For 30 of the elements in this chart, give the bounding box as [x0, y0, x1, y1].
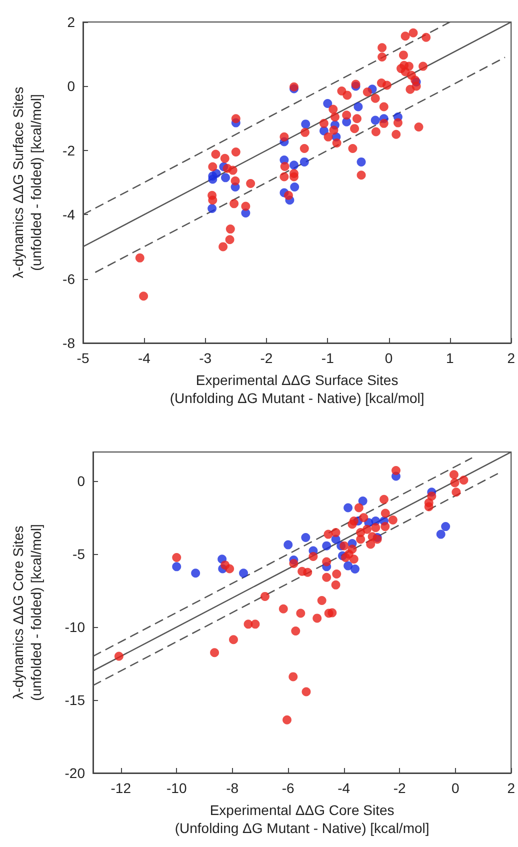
x-tick-label: -12	[110, 780, 132, 796]
y-tick-label: -4	[62, 206, 76, 223]
x-tick-label: -1	[321, 350, 334, 366]
y-tick-label: 0	[67, 78, 76, 94]
y-tick-label: -5	[72, 546, 86, 562]
x-tick-label: -10	[166, 780, 187, 796]
y-tick-label: -2	[62, 142, 76, 158]
y-tick-label: -20	[64, 765, 86, 781]
x-tick-label: -6	[282, 780, 295, 796]
x-tick-label: -8	[226, 780, 239, 796]
x-tick-label: 1	[446, 350, 454, 366]
y-axis-title: λ-dynamics ΔΔG Surface Sites (unfolded - folded) [kcal/mol]	[10, 86, 44, 278]
y-tick-label: 0	[77, 473, 86, 490]
x-tick-label: 2	[507, 780, 516, 796]
x-tick-label: -2	[393, 780, 406, 796]
x-tick-label: 0	[451, 780, 460, 796]
x-tick-label: 2	[507, 350, 516, 366]
y-tick-label: 2	[67, 14, 76, 30]
x-tick-label: -4	[138, 350, 151, 366]
x-tick-label: -2	[260, 350, 273, 366]
y-tick-label: -8	[62, 335, 76, 351]
x-tick-label: -3	[199, 350, 212, 366]
x-axis-title: Experimental ΔΔG Surface Sites (Unfolding ΔG Mutant - Native) [kcal/mol]	[170, 372, 424, 406]
y-tick-label: -10	[64, 619, 86, 636]
y-tick-label: -6	[62, 270, 76, 287]
x-tick-label: -4	[338, 780, 350, 796]
x-axis-title: Experimental ΔΔG Core Sites (Unfolding ΔG Mutant - Native) [kcal/mol]	[174, 802, 430, 836]
y-tick-label: -15	[64, 692, 86, 708]
x-tick-label: 0	[384, 350, 393, 366]
y-axis-title: λ-dynamics ΔΔG Core Sites (unfolded - folded) [kcal/mol]	[10, 524, 44, 701]
